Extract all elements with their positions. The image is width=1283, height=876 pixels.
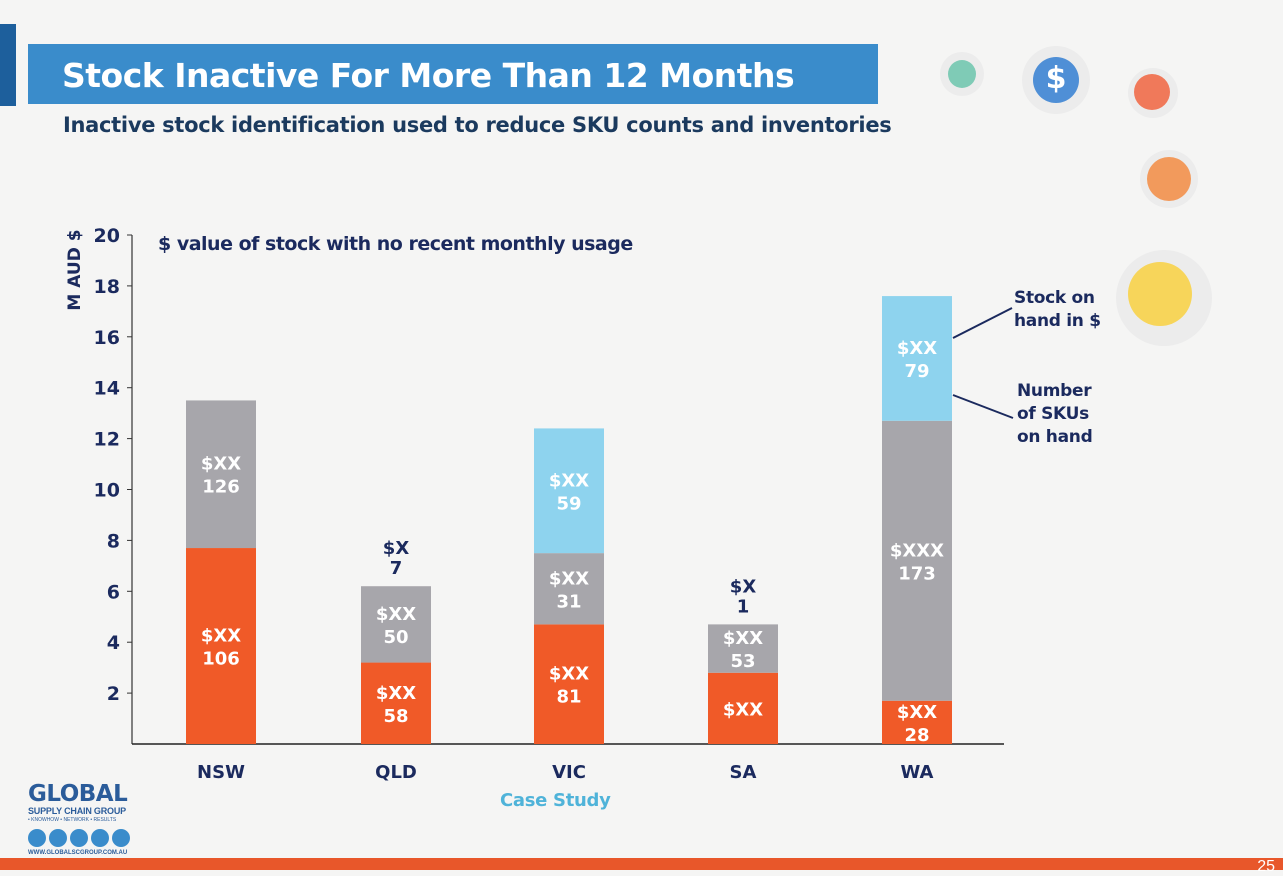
y-tick-label: 20 [94,225,120,247]
lightbulb-icon [28,829,46,847]
annotation-leader-line [952,307,1013,339]
growth-chart-icon [70,829,88,847]
data-label: $XX [897,338,937,359]
annotation-stock-line2: hand in $ [1014,311,1101,331]
chart-title: $ value of stock with no recent monthly … [158,233,633,255]
growth-chart-icon [1134,74,1170,110]
bar-segment [882,296,952,421]
annotation-sku-line1: Number [1017,381,1092,401]
logo-tagline: • KNOWHOW • NETWORK • RESULTS [28,817,117,823]
y-tick-label: 4 [107,632,120,654]
data-label: 53 [730,651,755,672]
handshake-icon [1147,157,1191,201]
data-label-above: $X [383,538,410,559]
data-label: $XX [201,454,241,475]
data-label: 126 [202,477,240,498]
x-tick-label: SA [730,762,757,783]
bar-segment [186,400,256,549]
y-tick-label: 16 [94,327,120,349]
logo-url: WWW.GLOBALSCGROUP.COM.AU [28,850,128,856]
page-title: Stock Inactive For More Than 12 Months [62,56,795,95]
bar-segment [708,672,778,744]
data-label: 173 [898,563,936,584]
y-tick-label: 2 [107,683,120,705]
data-label: $XX [723,699,763,720]
y-tick-label: 18 [94,276,120,298]
lightbulb-icon [948,60,976,88]
annotation-stock-line1: Stock on [1014,288,1095,308]
data-label: 31 [556,591,581,612]
logo-subname: SUPPLY CHAIN GROUP [28,806,126,816]
dollar-icon [49,829,67,847]
annotation-sku-line3: on hand [1017,427,1093,447]
bar-segment [361,662,431,744]
y-tick-label: 10 [94,480,120,502]
bar-segment [186,548,256,744]
bar-segment [708,624,778,673]
y-tick-label: 8 [107,530,120,552]
data-label: 81 [556,687,581,708]
data-label: $XX [897,702,937,723]
bar-segment [534,553,604,625]
data-label: $XX [201,626,241,647]
logo-name: GLOBAL [28,781,128,807]
dollar-glyph: $ [1045,61,1067,96]
data-label: $XX [723,628,763,649]
hexagon-network-icon [1128,262,1192,326]
data-label-above: 1 [737,596,750,617]
data-label: $XX [549,568,589,589]
y-tick-label: 12 [94,429,120,451]
network-icon [112,829,130,847]
y-tick-label: 6 [107,581,120,603]
x-tick-label: QLD [375,762,417,783]
data-label-above: 7 [390,558,403,579]
data-label: $XX [376,683,416,704]
logo-icon-row [28,829,148,847]
x-tick-label: VIC [552,762,586,783]
data-label: 28 [904,725,929,746]
dollar-icon [1033,57,1079,103]
data-label: $XX [376,604,416,625]
data-label: 50 [383,627,408,648]
annotation-stock-on-hand: Stock on hand in $ [1014,287,1101,333]
data-label: 106 [202,649,240,670]
company-logo: GLOBAL SUPPLY CHAIN GROUP • KNOWHOW • NE… [28,782,148,856]
title-accent-bar [0,24,16,106]
data-label: $XX [549,664,589,685]
data-label: $XXX [890,540,944,561]
annotation-number-of-skus: Number of SKUs on hand [1017,380,1093,449]
annotation-leader-line [952,394,1014,419]
x-tick-label: WA [901,762,934,783]
y-axis-label: M AUD $ [65,229,85,310]
page-number: 25 [1257,858,1275,875]
bar-segment [361,586,431,663]
data-label-above: $X [730,576,757,597]
annotation-sku-line2: of SKUs [1017,404,1089,424]
data-label: 59 [556,493,581,514]
data-label: 79 [904,361,929,382]
title-band [28,44,878,104]
y-tick-label: 14 [94,378,120,400]
page-subtitle: Inactive stock identification used to re… [63,113,892,137]
case-study-label: Case Study [500,790,611,811]
data-label: $XX [549,470,589,491]
bottom-accent-bar [0,858,1283,870]
bar-segment [882,420,952,701]
bar-segment [882,700,952,744]
handshake-icon [91,829,109,847]
bar-segment [534,624,604,744]
x-tick-label: NSW [197,762,245,783]
bar-segment [534,428,604,554]
data-label: 58 [383,706,408,727]
